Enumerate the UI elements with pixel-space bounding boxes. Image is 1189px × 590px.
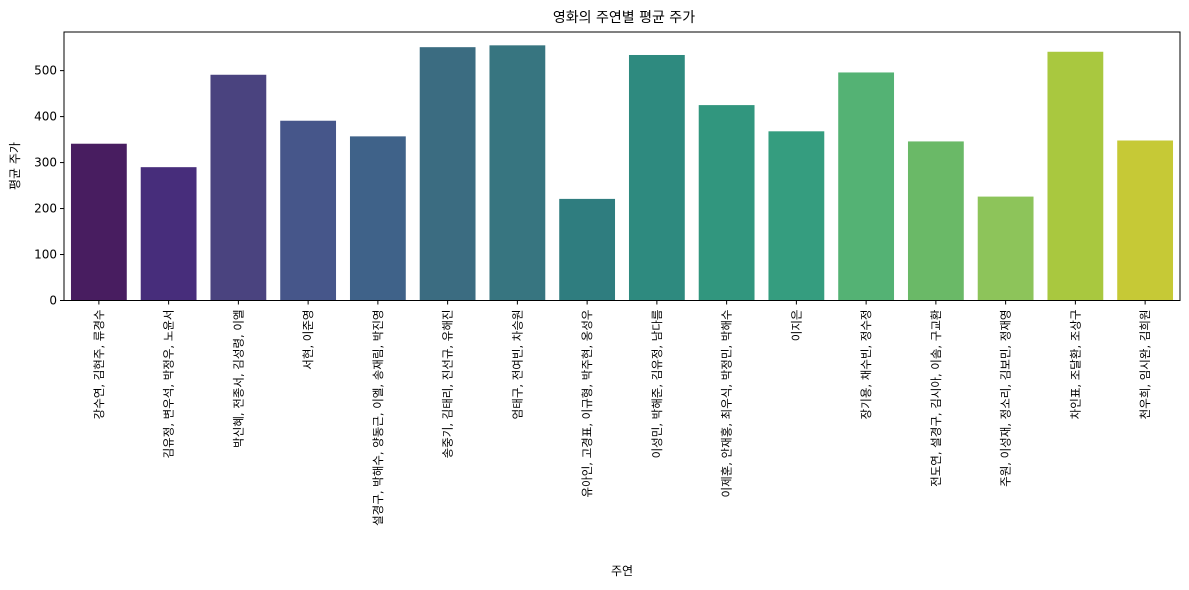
x-tick-label: 김유정, 변우석, 박정우, 노윤서 — [162, 310, 176, 459]
y-tick-label: 400 — [34, 110, 57, 124]
y-axis-label: 평균 주가 — [8, 142, 22, 190]
bar-7 — [559, 198, 616, 301]
x-tick-label: 천우희, 임시완, 김희원 — [1138, 310, 1152, 420]
x-axis-label: 주연 — [611, 564, 633, 578]
plot-frame — [63, 31, 1181, 301]
x-tick-label: 이성민, 박해준, 김유정, 남다름 — [650, 310, 664, 459]
x-tick-label: 박신혜, 전종서, 김성령, 이엘 — [231, 310, 245, 448]
bar-6 — [489, 45, 546, 301]
bar-12 — [907, 141, 964, 301]
bar-4 — [349, 136, 406, 301]
x-tick-label: 송중기, 김태리, 진선규, 유해진 — [441, 310, 455, 459]
x-tick-label: 이제훈, 안재홍, 최우식, 박정민, 박해수 — [720, 310, 734, 498]
x-tick-label: 서현, 이준영 — [301, 310, 315, 370]
x-tick-label: 장기용, 채수빈, 정수정 — [859, 310, 873, 420]
y-tick-label: 500 — [34, 64, 57, 78]
bar-8 — [628, 54, 685, 301]
x-tick-label: 전도연, 설경구, 김시아, 이솜, 구교환 — [929, 309, 943, 487]
x-tick-label: 엄태구, 전여빈, 차승원 — [510, 310, 524, 420]
y-tick-label: 200 — [34, 202, 57, 216]
x-tick-label: 설경구, 박해수, 양동근, 이엘, 송재림, 박진영 — [371, 310, 385, 526]
bar-11 — [838, 72, 895, 301]
y-tick-label: 0 — [49, 294, 57, 308]
y-tick-label: 100 — [34, 248, 57, 262]
bar-3 — [280, 120, 337, 301]
bar-0 — [70, 143, 127, 301]
bar-15 — [1117, 140, 1174, 301]
bar-1 — [140, 167, 197, 301]
chart-title: 영화의 주연별 평균 주가 — [553, 10, 695, 26]
x-tick-label: 주원, 이성재, 정소리, 김보민, 정재영 — [999, 310, 1013, 487]
x-axis-ticks: 강수연, 김현주, 류경수 김유정, 변우석, 박정우, 노윤서 박신혜, 전종서,… — [92, 300, 1152, 526]
x-tick-label: 유아인, 고경표, 이규형, 박주현, 옹성우 — [580, 310, 594, 498]
bars-group — [70, 45, 1174, 301]
bar-5 — [419, 47, 476, 301]
x-tick-label: 차인표, 조달환, 조상구 — [1068, 310, 1082, 420]
bar-10 — [768, 131, 825, 301]
bar-13 — [977, 196, 1034, 301]
bar-2 — [210, 74, 267, 301]
x-tick-label: 이지은 — [789, 310, 803, 342]
y-axis-ticks: 0 100 200 300 400 500 — [34, 64, 64, 308]
bar-9 — [698, 105, 755, 301]
x-tick-label: 강수연, 김현주, 류경수 — [92, 310, 106, 420]
y-tick-label: 300 — [34, 156, 57, 170]
bar-14 — [1047, 51, 1104, 301]
